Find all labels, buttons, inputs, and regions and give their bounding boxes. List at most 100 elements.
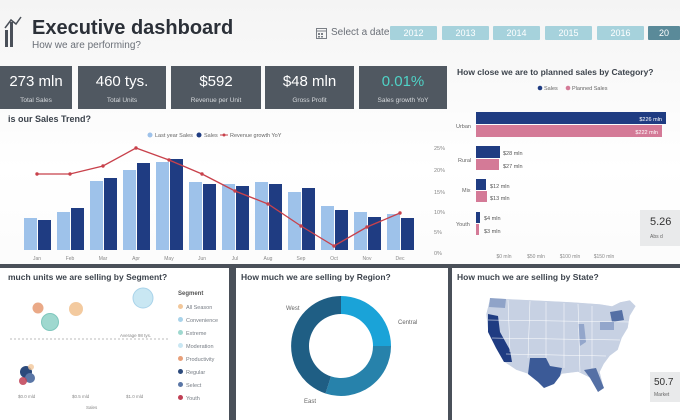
legend-label: Moderation	[186, 344, 214, 350]
bar-sales-sep	[302, 188, 315, 250]
bar-last-year-aug	[255, 182, 268, 250]
legend-item-extreme[interactable]: Extreme	[178, 330, 206, 337]
bar-last-year-feb	[57, 212, 70, 250]
growth-point	[299, 224, 303, 228]
point-extreme	[41, 313, 59, 331]
donut-slice-west	[341, 296, 391, 346]
legend-item-youth[interactable]: Youth	[178, 395, 200, 402]
point-youth	[19, 377, 27, 385]
month-tick: May	[164, 256, 174, 262]
point-all-season	[69, 302, 83, 316]
side-kpi-label: Abs d	[650, 234, 663, 240]
right-axis-tick: 25%	[434, 146, 445, 152]
category-label: Youth	[456, 222, 470, 228]
donut-label: West	[286, 306, 300, 312]
growth-point	[332, 244, 336, 248]
segment-title: much units we are selling by Segment?	[8, 272, 168, 282]
bar-planned-rural	[476, 159, 499, 170]
x-tick: $100 mln	[560, 254, 581, 260]
legend-marker-planned	[565, 85, 571, 91]
date-selector-label: Select a date:	[331, 27, 393, 38]
bar-sales-jan	[38, 220, 51, 250]
growth-point	[200, 172, 204, 176]
legend-item-regular[interactable]: Regular	[178, 369, 205, 376]
x-axis-label: Sales	[86, 405, 98, 410]
state-side-card: 50.7 Market	[650, 372, 680, 402]
year-button-2016[interactable]: 2016	[597, 26, 644, 40]
right-axis-tick: 10%	[434, 210, 445, 216]
bar-last-year-jul	[222, 184, 235, 250]
legend-item-moderation[interactable]: Moderation	[178, 343, 214, 350]
year-button-2014[interactable]: 2014	[493, 26, 540, 40]
bar-label: $12 mln	[490, 184, 510, 190]
bar-sales-mix	[476, 179, 486, 190]
state-side-value: 50.7	[654, 377, 674, 388]
kpi-revenue-per-unit: $592 Revenue per Unit	[171, 66, 261, 109]
right-axis-tick: 5%	[434, 230, 442, 236]
legend-label: Select	[186, 383, 202, 389]
legend-item-productivity[interactable]: Productivity	[178, 356, 214, 363]
state-side-label: Market	[654, 392, 670, 398]
month-tick: Sep	[297, 256, 306, 262]
bar-planned-mix	[476, 191, 487, 202]
year-button-2015[interactable]: 2015	[545, 26, 592, 40]
side-kpi-value: 5.26	[650, 216, 672, 228]
legend-item-select[interactable]: Select	[178, 382, 201, 389]
year-button-2012[interactable]: 2012	[390, 26, 437, 40]
x-tick: $1.0 mld	[126, 394, 144, 399]
x-tick: $150 mln	[594, 254, 615, 260]
average-label: Average 98 tys.	[120, 333, 151, 338]
legend-item-all-season[interactable]: All Season	[178, 304, 212, 311]
page-subtitle: How we are performing?	[32, 40, 141, 51]
us-state-map	[485, 297, 637, 393]
month-tick: Jan	[33, 256, 41, 262]
growth-point	[365, 225, 369, 229]
legend-label-sales: Sales	[544, 86, 558, 92]
kpi-total-units: 460 tys. Total Units	[78, 66, 166, 109]
donut-slice-central	[291, 296, 341, 394]
legend-item-convenience[interactable]: Convenience	[178, 317, 218, 324]
kpi-label: Gross Profit	[292, 97, 327, 104]
bar-sales-mar	[104, 178, 117, 250]
chart-logo-icon	[4, 16, 22, 47]
legend-label: All Season	[186, 305, 213, 311]
bar-sales-aug	[269, 184, 282, 250]
kpi-value: 273 mln	[9, 73, 63, 90]
kpi-value: $592	[199, 73, 233, 90]
legend-label: Regular	[186, 370, 206, 376]
legend-label-growth: Revenue growth YoY	[230, 133, 282, 139]
growth-point	[101, 164, 105, 168]
bar-label: $3 mln	[484, 229, 501, 235]
year-button-2017[interactable]: 20	[648, 26, 680, 40]
kpi-total-sales: 273 mln Total Sales	[0, 66, 72, 109]
bar-planned-urban	[476, 125, 662, 137]
trend-bars	[24, 159, 414, 250]
state-title: How much we are selling by State?	[457, 272, 599, 282]
point-productivity	[32, 302, 44, 314]
sales-trend-chart: Last year Sales Sales Revenue growth YoY…	[24, 132, 445, 262]
bar-last-year-dec	[387, 214, 400, 250]
growth-line	[37, 147, 401, 247]
bar-label: $28 mln	[503, 151, 523, 157]
bar-label: $27 mln	[503, 164, 523, 170]
bar-planned-youth	[476, 224, 479, 235]
side-kpi-card: 5.26 Abs d	[640, 210, 680, 246]
kpi-value: $48 mln	[282, 73, 337, 90]
legend-marker-last-year	[147, 132, 153, 138]
state-texas	[528, 358, 562, 388]
growth-points	[35, 146, 402, 248]
bar-sales-may	[170, 159, 183, 250]
kpi-label: Sales growth YoY	[377, 97, 429, 104]
bar-sales-apr	[137, 163, 150, 250]
year-button-2013[interactable]: 2013	[442, 26, 489, 40]
calendar-icon	[316, 28, 327, 39]
growth-point	[266, 202, 270, 206]
bar-sales-jul	[236, 186, 249, 250]
growth-point	[134, 146, 138, 150]
kpi-label: Total Sales	[20, 97, 52, 104]
month-tick: Feb	[66, 256, 75, 262]
bar-last-year-jun	[189, 182, 202, 250]
state-panel: How much we are selling by State? 50.7 M…	[452, 268, 680, 420]
growth-point	[35, 172, 39, 176]
